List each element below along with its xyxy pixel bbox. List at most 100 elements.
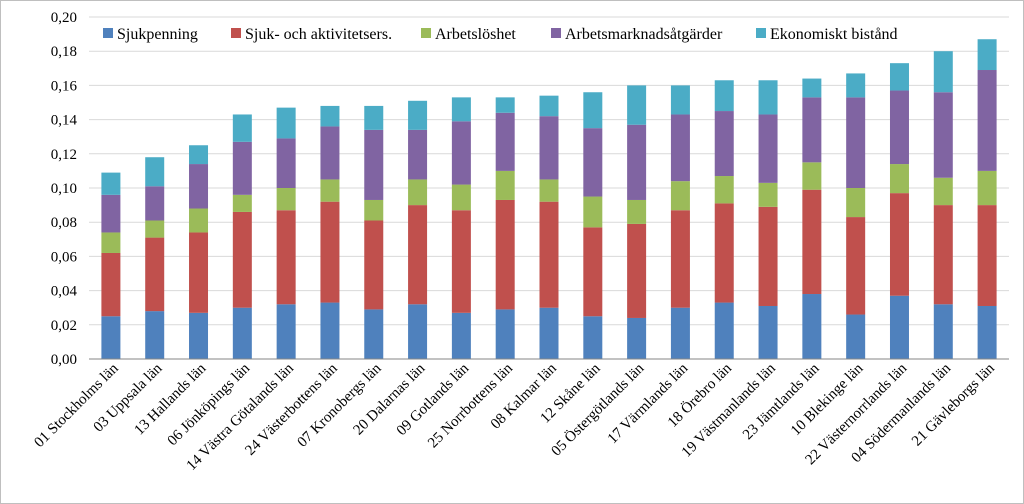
bar-segment <box>758 80 778 115</box>
x-tick-label: 23 Jämtlands län <box>740 360 823 443</box>
bar-segment <box>977 39 997 71</box>
bar-segment <box>101 232 121 253</box>
bar-segment <box>846 314 866 359</box>
bar-segment <box>495 112 515 171</box>
bar-segment <box>232 194 252 212</box>
bar-segment <box>758 206 778 306</box>
bar-segment <box>714 176 734 204</box>
bar-segment <box>276 188 296 211</box>
bar-segment <box>933 177 953 206</box>
bar-segment <box>276 210 296 305</box>
bar-segment <box>232 114 252 142</box>
bar-segment <box>408 304 428 359</box>
bar-segment <box>320 126 340 180</box>
legend: Sjukpenning Sjuk- och aktivitetsers. Arbet… <box>103 26 898 43</box>
bar-segment <box>232 211 252 308</box>
legend-swatch <box>551 28 561 38</box>
y-tick-label: 0,18 <box>51 44 77 60</box>
bar-segment <box>583 196 603 228</box>
y-tick-label: 0,20 <box>51 10 77 26</box>
bar-segment <box>627 124 647 200</box>
bar-segment <box>495 97 515 113</box>
bar-segment <box>670 181 690 211</box>
bar-segment <box>758 305 778 359</box>
x-tick-label: 06 Jönköpings län <box>165 360 254 449</box>
x-tick-label: 17 Värmlands län <box>605 360 692 447</box>
bar-segment <box>408 129 428 180</box>
bar-segment <box>189 145 209 165</box>
bar-segment <box>232 141 252 195</box>
bar-segment <box>364 220 384 310</box>
bar-segment <box>889 164 909 194</box>
bar-segment <box>101 194 121 233</box>
y-tick-label: 0,02 <box>51 318 77 334</box>
legend-label: Sjuk- och aktivitetsers. <box>245 26 392 43</box>
bar-segment <box>320 201 340 303</box>
bar-segment <box>714 302 734 359</box>
bar-segment <box>714 111 734 177</box>
bar-segment <box>802 78 822 98</box>
y-tick-label: 0,00 <box>51 352 77 368</box>
bar-segment <box>189 312 209 359</box>
bar-segment <box>364 199 384 221</box>
bar-segment <box>889 295 909 359</box>
legend-swatch <box>756 28 766 38</box>
bar-segment <box>802 162 822 190</box>
bar-segment <box>408 205 428 305</box>
y-tick-label: 0,08 <box>51 215 77 231</box>
bar-segment <box>583 316 603 359</box>
bar-segment <box>758 114 778 183</box>
legend-label: Arbetsmarknadsåtgärder <box>565 26 723 43</box>
bar-segment <box>495 170 515 200</box>
bar-segment <box>101 316 121 359</box>
bar-segment <box>451 210 471 313</box>
bar-segment <box>846 73 866 98</box>
bar-segment <box>583 128 603 197</box>
bar-segment <box>495 199 515 310</box>
bar-segment <box>670 85 690 115</box>
bar-segment <box>933 51 953 93</box>
bar-segment <box>627 317 647 359</box>
bar-segment <box>889 63 909 91</box>
bar-segment <box>802 294 822 359</box>
bar-segment <box>232 307 252 359</box>
y-tick-label: 0,14 <box>51 113 78 129</box>
bar-segment <box>320 302 340 359</box>
bar-segment <box>977 170 997 206</box>
bar-segment <box>408 179 428 206</box>
bar-segment <box>408 100 428 130</box>
legend-item: Arbetsmarknadsåtgärder <box>551 26 723 43</box>
y-tick-label: 0,10 <box>51 181 77 197</box>
legend-item: Arbetslöshet <box>421 26 516 43</box>
legend-item: Sjuk- och aktivitetsers. <box>231 26 392 43</box>
legend-swatch <box>231 28 241 38</box>
bar-segment <box>364 105 384 130</box>
bar-segment <box>145 311 165 359</box>
bar-segment <box>495 309 515 359</box>
bar-segment <box>670 307 690 359</box>
bar-segment <box>276 304 296 359</box>
bar-segment <box>583 227 603 317</box>
bar-segment <box>889 90 909 165</box>
bar-segment <box>539 201 559 308</box>
bar-segment <box>101 172 121 195</box>
bar-segment <box>758 182 778 207</box>
bar-segment <box>145 186 165 221</box>
bar-segment <box>977 70 997 171</box>
bar-segment <box>627 85 647 125</box>
bar-segment <box>364 129 384 200</box>
legend-label: Arbetslöshet <box>435 26 516 43</box>
bar-segment <box>539 95 559 117</box>
bar-segment <box>846 188 866 218</box>
y-tick-label: 0,04 <box>51 284 78 300</box>
legend-label: Sjukpenning <box>117 26 198 43</box>
legend-swatch <box>103 28 113 38</box>
bar-segment <box>101 252 121 317</box>
bar-segment <box>802 189 822 295</box>
bar-segment <box>145 157 165 187</box>
bars <box>101 39 997 359</box>
bar-segment <box>145 220 165 238</box>
bar-segment <box>451 184 471 211</box>
